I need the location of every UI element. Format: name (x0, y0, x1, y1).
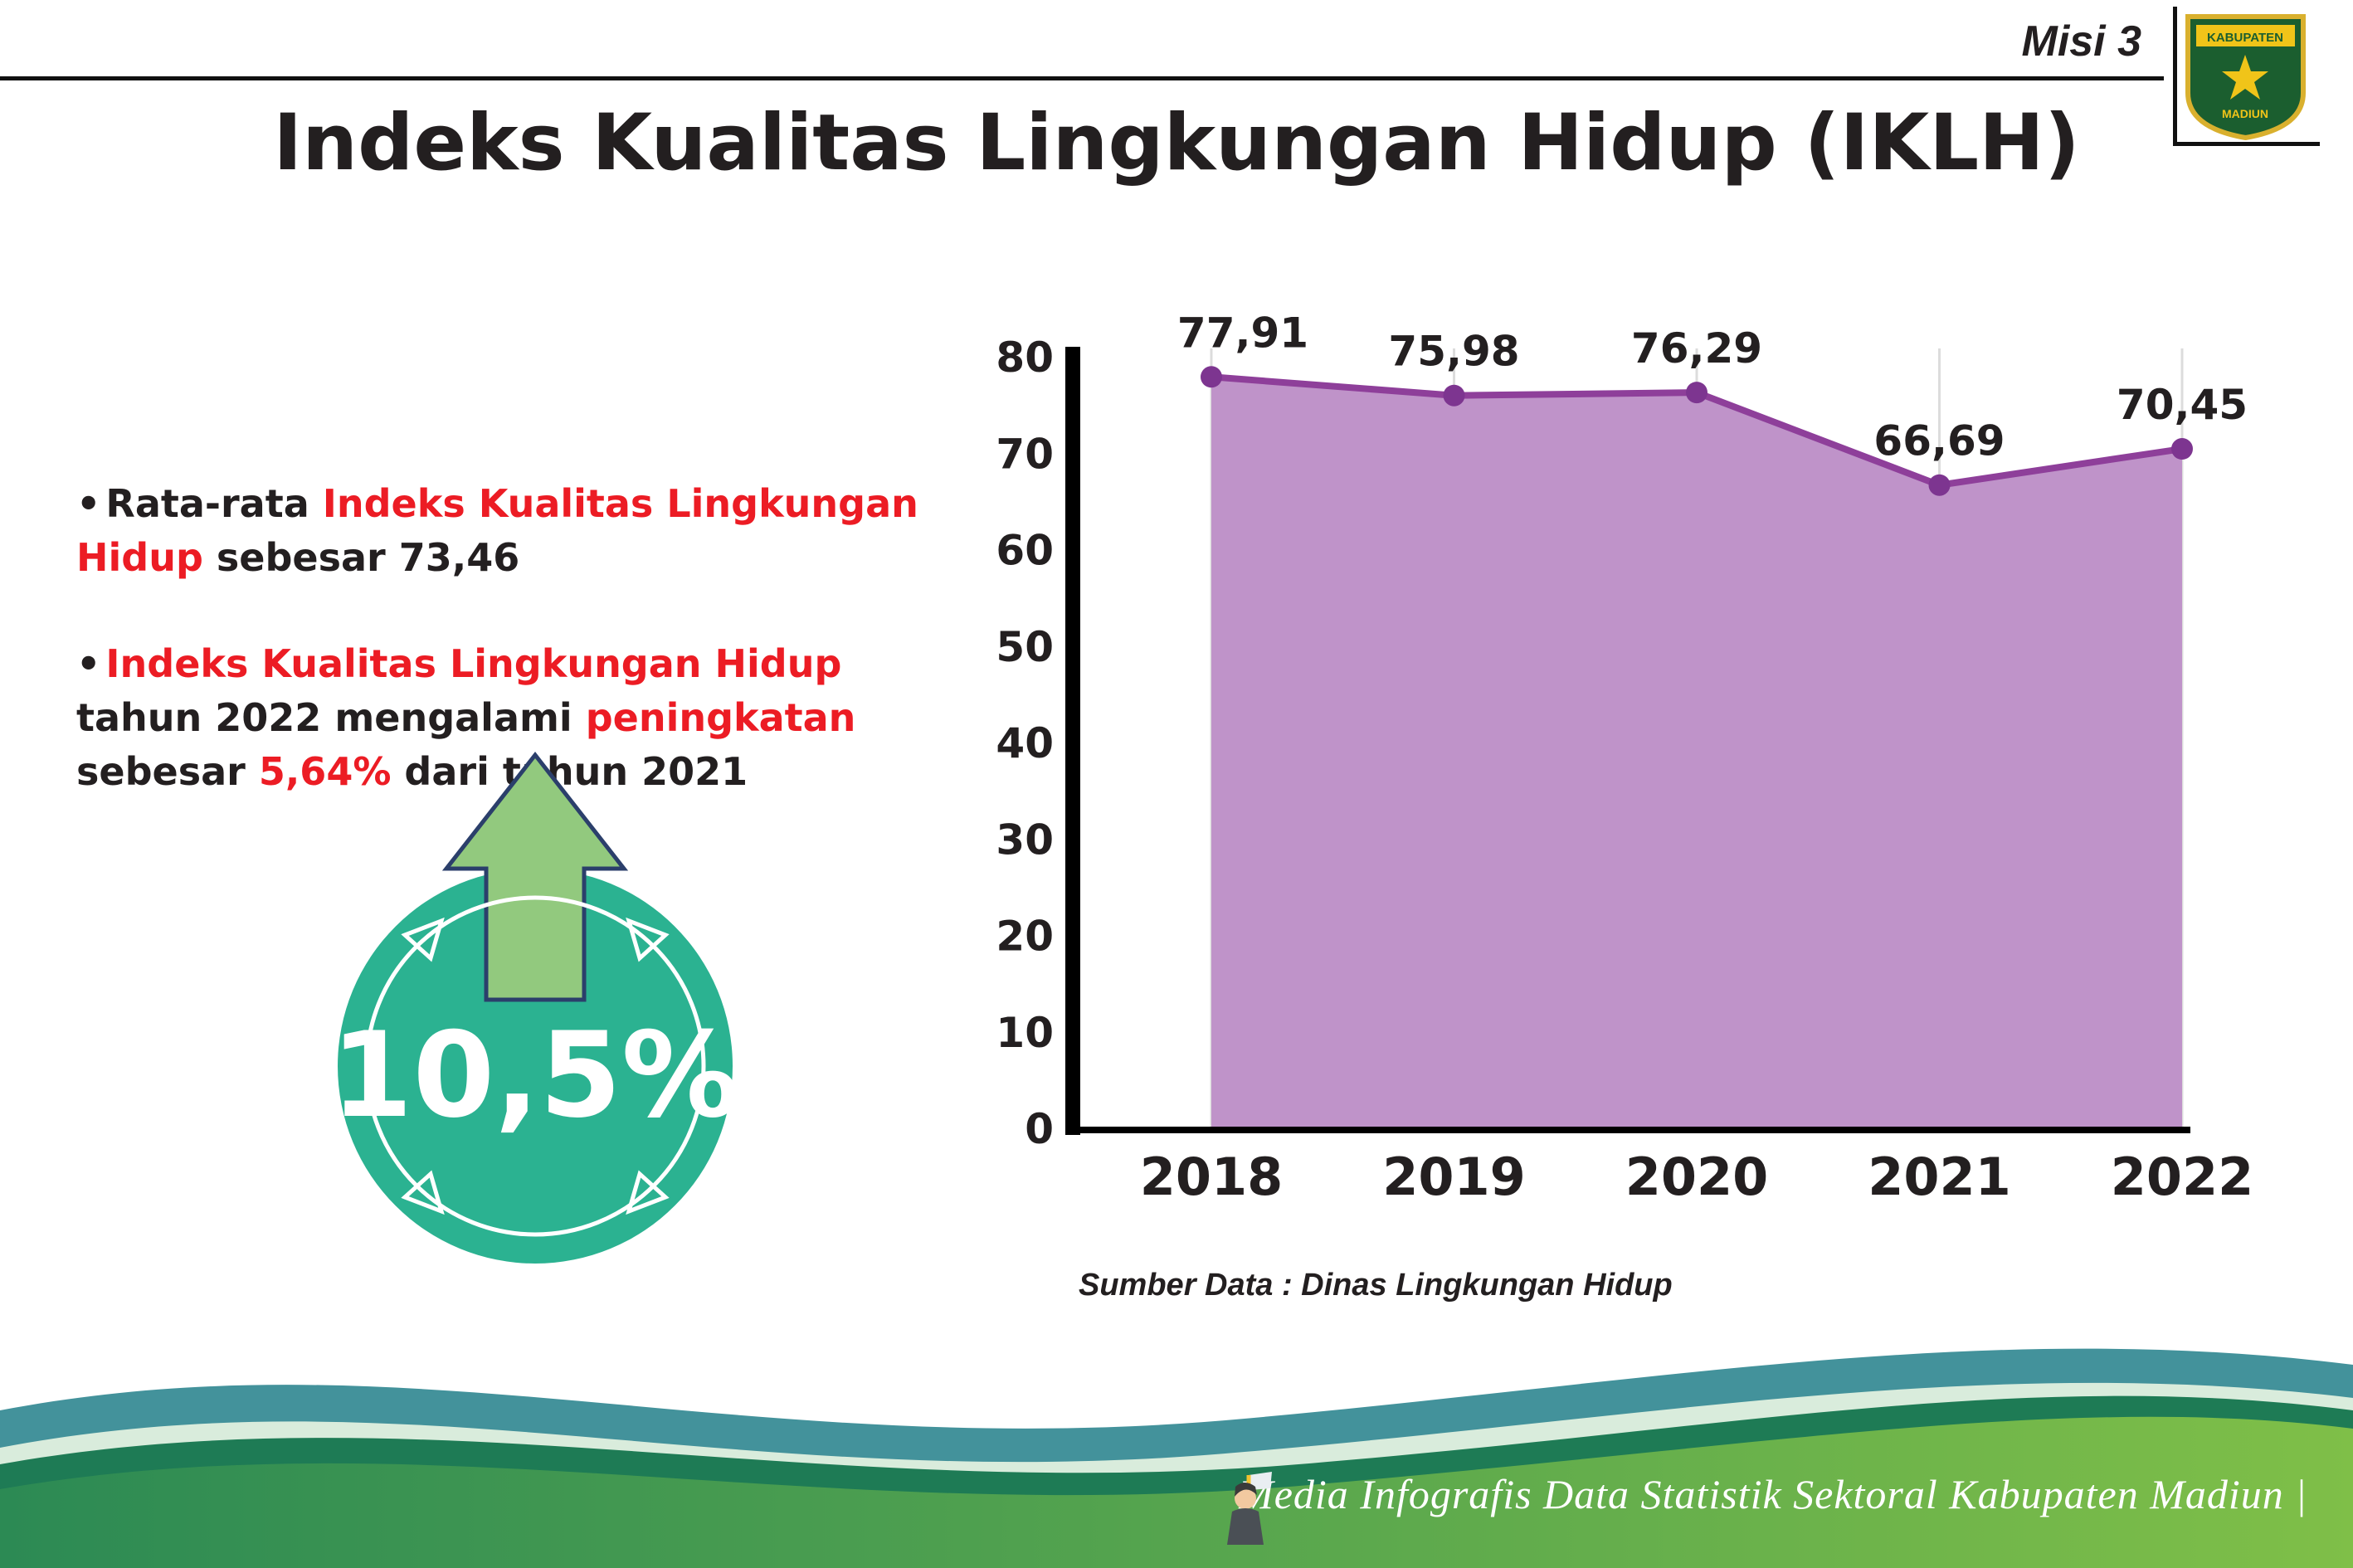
ring-tick (401, 1170, 445, 1215)
y-axis (1065, 347, 1080, 1135)
wave-green (0, 1416, 2353, 1568)
value-label: 75,98 (1388, 328, 1519, 376)
data-point (1928, 474, 1951, 496)
mascot-flag (1249, 1472, 1273, 1490)
data-point (2171, 438, 2193, 460)
kabupaten-madiun-logo: KABUPATEN MADIUN (2181, 12, 2310, 141)
data-point (1201, 366, 1222, 388)
bullet-item: • Indeks Kualitas Lingkungan Hidup tahun … (76, 640, 856, 795)
bullet-list: • Rata-rata Indeks Kualitas Lingkungan Hi… (76, 477, 964, 851)
misi-label: Misi 3 (2021, 17, 2142, 66)
x-tick-label: 2022 (2111, 1147, 2254, 1207)
logo-banner (2196, 25, 2295, 46)
y-tick-label: 0 (1025, 1105, 1054, 1153)
logo-star (2222, 55, 2268, 100)
x-axis (1065, 1127, 2190, 1133)
y-tick-label: 20 (996, 913, 1054, 961)
y-tick-label: 70 (996, 430, 1054, 478)
y-tick-label: 10 (996, 1009, 1054, 1057)
value-label: 77,91 (1177, 309, 1308, 357)
page-title: Indeks Kualitas Lingkungan Hidup (IKLH) (273, 98, 2080, 188)
ring-tick (401, 917, 445, 962)
value-label: 70,45 (2117, 381, 2248, 429)
logo-text-bottom: MADIUN (2222, 107, 2268, 120)
footer: Media Infografis Data Statistik Sektoral… (0, 1286, 2353, 1568)
up-arrow-icon (441, 751, 629, 1002)
value-label: 76,29 (1631, 324, 1762, 373)
y-tick-label: 80 (996, 334, 1054, 382)
x-tick-label: 2018 (1140, 1147, 1284, 1207)
logo-text-top: KABUPATEN (2207, 31, 2283, 45)
increase-badge: 10,5% (315, 743, 755, 1278)
data-source-caption: Sumber Data : Dinas Lingkungan Hidup (1079, 1268, 1673, 1303)
badge-circle (338, 869, 733, 1264)
badge-ring (364, 895, 706, 1237)
area-fill (1211, 377, 2182, 1128)
footer-text: Media Infografis Data Statistik Sektoral… (1239, 1471, 2307, 1517)
header-rule (0, 76, 2164, 80)
x-tick-label: 2021 (1868, 1147, 2011, 1207)
footer-waves (0, 1348, 2353, 1568)
ring-tick (626, 917, 670, 962)
ring-tick (626, 1170, 670, 1215)
badge-value: 10,5% (331, 1007, 740, 1144)
logo-frame-line (2173, 7, 2177, 146)
iklh-area-chart: 77,91 75,98 76,29 66,69 70,45 0 10 20 30 40 50 60 70… (971, 307, 2298, 1269)
y-tick-label: 30 (996, 816, 1054, 864)
data-point (1686, 382, 1708, 404)
x-tick-label: 2019 (1382, 1147, 1526, 1207)
x-tick-label: 2020 (1625, 1147, 1769, 1207)
y-tick-label: 50 (996, 623, 1054, 671)
y-tick-label: 60 (996, 527, 1054, 575)
bullet-item: • Rata-rata Indeks Kualitas Lingkungan Hi… (76, 481, 918, 581)
logo-frame-line (2173, 142, 2320, 146)
data-point (1443, 384, 1465, 407)
value-label: 66,69 (1873, 417, 2005, 465)
y-tick-label: 40 (996, 719, 1054, 767)
